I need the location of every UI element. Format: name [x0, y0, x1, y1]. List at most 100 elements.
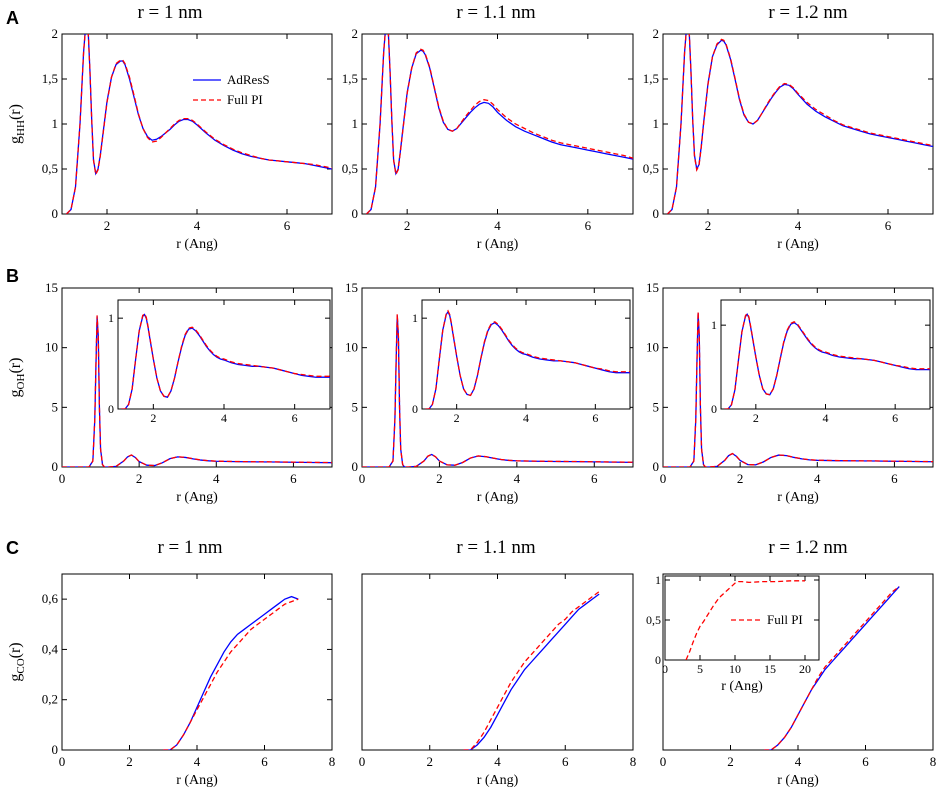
x-axis-label: r (Ang) [176, 490, 218, 505]
x-tick-label: 0 [660, 471, 667, 486]
plot-frame-inset [664, 575, 820, 661]
x-tick-label: 2 [727, 754, 734, 769]
plot-frame-inset [720, 299, 931, 410]
series-full-pi-a1-s1 [66, 34, 332, 214]
x-tick-label: 6 [885, 218, 892, 233]
y-tick-label: 5 [653, 399, 660, 414]
x-tick-label: 0 [359, 754, 366, 769]
plot-frame [361, 33, 634, 215]
inset-b2: 2 4 6 0 1 [412, 299, 631, 425]
y-tick-label-inset: 0 [711, 402, 717, 416]
x-tick-label-inset: 6 [292, 411, 298, 425]
chart-b3: 0 2 4 6 0 5 10 15 r (Ang) 2 4 6 0 1 [646, 280, 934, 505]
y-tick-label: 15 [45, 280, 58, 295]
x-axis-label: r (Ang) [176, 773, 218, 788]
x-axis-label: r (Ang) [176, 237, 218, 252]
x-tick-label-inset: 6 [892, 411, 898, 425]
series-full-pi-a2-s1 [366, 34, 633, 214]
inset-c3: 0 5 10 15 20 0 0,5 1 r (Ang) Full PI [646, 573, 820, 694]
series-full-pi-c1-s1 [163, 598, 299, 750]
x-tick-label-inset: 2 [454, 411, 460, 425]
inset-b1: 2 4 6 0 1 [108, 299, 331, 425]
series-full-pi-b2-s1 [362, 314, 633, 467]
x-tick-label: 4 [514, 471, 521, 486]
y-tick-label: 5 [52, 399, 59, 414]
chart-title: r = 1.2 nm [768, 537, 848, 558]
x-tick-label: 6 [862, 754, 869, 769]
x-tick-label-inset: 4 [823, 411, 829, 425]
y-tick-label-inset: 1 [412, 311, 418, 325]
y-tick-label: 2 [352, 26, 359, 41]
y-axis-label: gHH(r) [7, 104, 27, 144]
legend-label: AdResS [227, 72, 270, 87]
y-axis-label-tail: (r) [7, 642, 24, 658]
series-full-pi-b3-s1 [663, 311, 933, 467]
x-tick-label-inset: 0 [662, 662, 668, 676]
series-full-pi-b1-s1 [62, 315, 332, 467]
y-axis-label-tail: (r) [7, 358, 24, 374]
chart-c3: 0 2 4 6 8 r = 1.2 nm r (Ang) 0 5 10 15 20 0 0,5 1 r (An… [646, 537, 936, 788]
x-tick-label: 8 [930, 754, 937, 769]
x-tick-label: 4 [795, 218, 802, 233]
legend-label: Full PI [227, 92, 263, 107]
y-tick-label-inset: 0 [108, 402, 114, 416]
y-tick-label: 0 [352, 459, 359, 474]
series-full-pi-b2-in1 [425, 309, 630, 409]
x-tick-label: 8 [630, 754, 637, 769]
series-full-pi-c2-s1 [463, 591, 600, 750]
y-tick-label: 0,5 [42, 161, 58, 176]
series-full-pi-c3-s1 [764, 586, 900, 750]
y-tick-label: 5 [352, 399, 359, 414]
y-tick-label-inset: 0 [655, 653, 661, 667]
y-tick-label: 0 [52, 206, 59, 221]
x-tick-label: 2 [404, 218, 411, 233]
x-tick-label-inset: 6 [592, 411, 598, 425]
x-tick-label: 2 [705, 218, 712, 233]
panel-label-b: B [6, 266, 19, 286]
x-tick-label: 6 [585, 218, 592, 233]
y-tick-label: 0,4 [42, 641, 59, 656]
x-tick-label: 4 [213, 471, 220, 486]
y-tick-label: 0,2 [42, 692, 58, 707]
y-tick-label: 10 [646, 340, 659, 355]
x-tick-label-inset: 4 [221, 411, 227, 425]
y-tick-label: 15 [345, 280, 358, 295]
x-tick-label: 4 [494, 754, 501, 769]
x-tick-label: 2 [136, 471, 143, 486]
x-tick-label: 2 [737, 471, 744, 486]
y-tick-label: 15 [646, 280, 659, 295]
panel-label-a: A [6, 8, 19, 28]
y-tick-label: 0 [653, 206, 660, 221]
x-axis-label: r (Ang) [477, 237, 519, 252]
y-axis-label-sub: OH [15, 373, 27, 389]
plot-frame [61, 33, 333, 215]
y-tick-label: 0 [52, 742, 59, 757]
x-tick-label-inset: 15 [764, 662, 776, 676]
y-axis-label-main: g [7, 136, 24, 144]
x-tick-label: 2 [104, 218, 111, 233]
y-tick-label-inset: 0 [412, 402, 418, 416]
y-tick-label-inset: 1 [108, 311, 114, 325]
y-tick-label: 0,5 [342, 161, 358, 176]
plot-frame [361, 573, 634, 751]
y-axis-label-sub: HH [15, 120, 27, 136]
y-tick-label: 1 [52, 116, 59, 131]
x-tick-label: 6 [591, 471, 598, 486]
y-tick-label: 1,5 [342, 71, 358, 86]
y-tick-label: 10 [345, 340, 358, 355]
y-tick-label: 1,5 [42, 71, 58, 86]
x-tick-label: 6 [891, 471, 898, 486]
plot-frame [662, 33, 934, 215]
x-axis-label: r (Ang) [477, 490, 519, 505]
x-tick-label-inset: 5 [697, 662, 703, 676]
chart-title: r = 1.1 nm [456, 2, 536, 23]
x-tick-label-inset: 10 [729, 662, 741, 676]
y-tick-label: 10 [45, 340, 58, 355]
x-tick-label: 6 [261, 754, 268, 769]
x-axis-label: r (Ang) [777, 773, 819, 788]
inset-legend-label: Full PI [767, 612, 803, 627]
plot-frame [61, 573, 333, 751]
series-full-pi-c3-in0 [685, 580, 805, 660]
y-tick-label: 2 [52, 26, 59, 41]
x-tick-label: 4 [194, 218, 201, 233]
